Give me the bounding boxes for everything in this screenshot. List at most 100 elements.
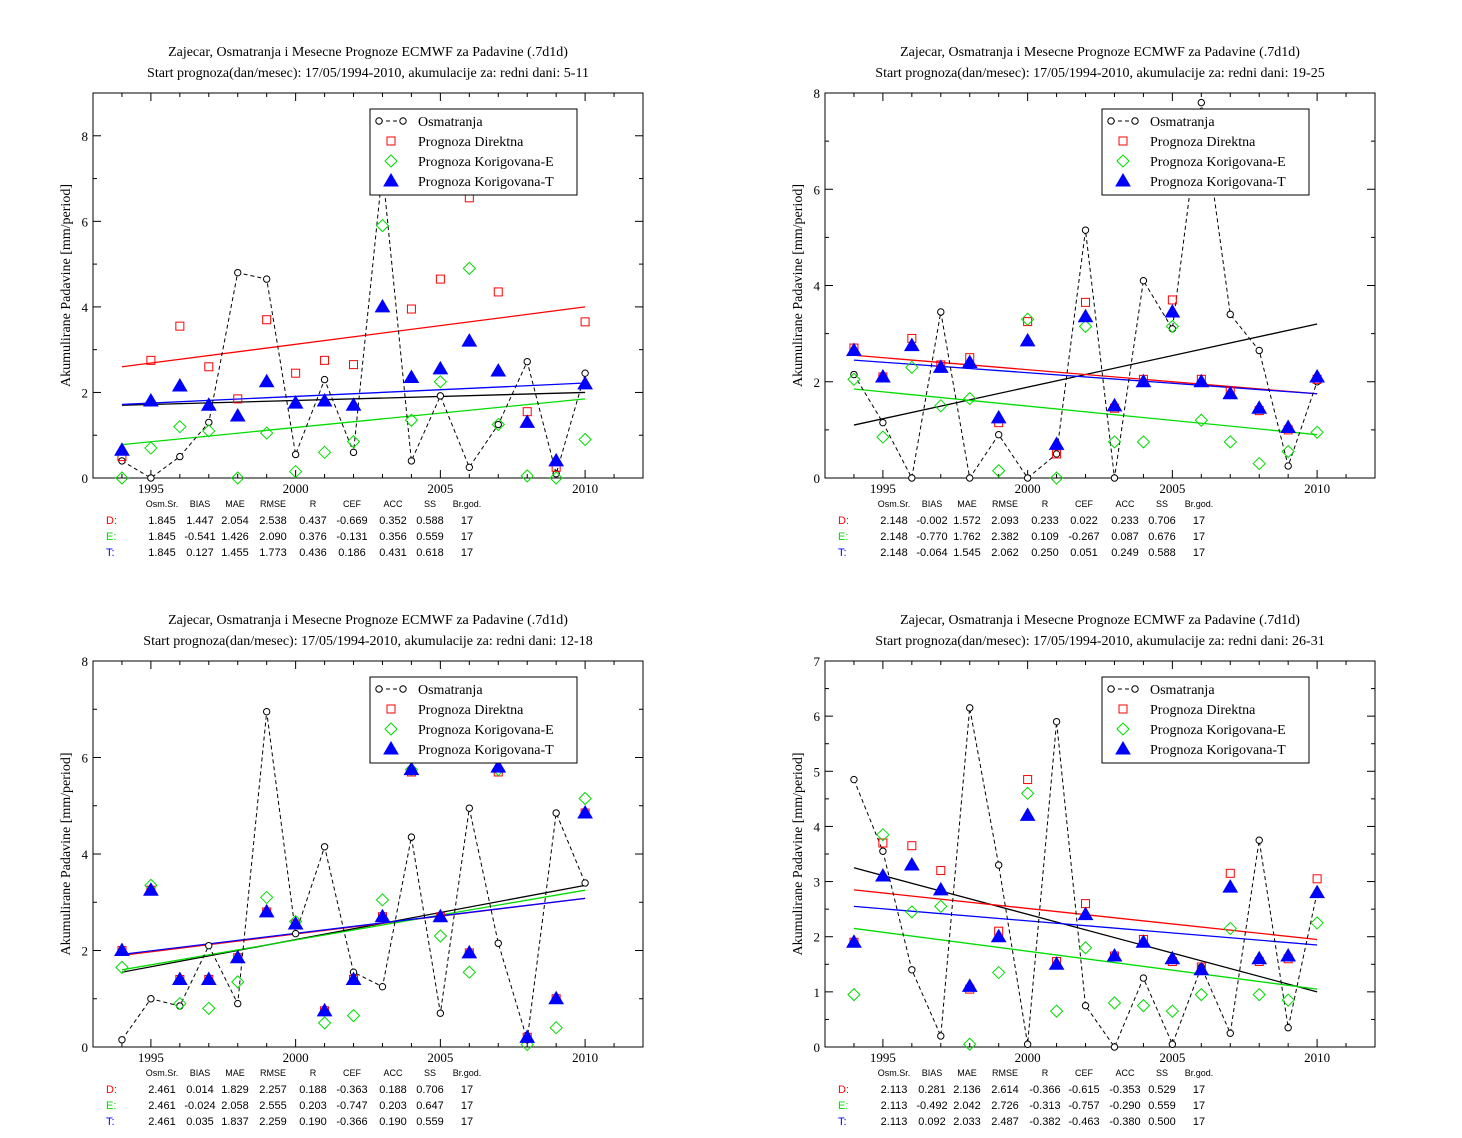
- stats-value: 0.500: [1148, 1116, 1176, 1128]
- data-point-direct: [1052, 449, 1062, 459]
- y-tick-label: 0: [814, 1040, 821, 1055]
- stats-header: Osm.Sr.: [878, 1068, 911, 1078]
- stats-row-label: E:: [106, 1100, 116, 1112]
- chart-panel-3: Zajecar, Osmatranja i Mesecne Prognoze E…: [59, 613, 644, 1128]
- stats-value: 0.186: [338, 547, 366, 559]
- stats-header: Br.god.: [1185, 1068, 1214, 1078]
- y-tick-label: 8: [814, 86, 821, 101]
- data-point-corr_e: [462, 261, 477, 276]
- stats-value: 0.559: [416, 1116, 444, 1128]
- stats-value: 0.647: [416, 1100, 444, 1112]
- data-point-obs: [407, 457, 416, 465]
- stats-header: RMSE: [992, 1068, 1018, 1078]
- series-corr_e: [115, 762, 592, 1052]
- y-tick-label: 8: [82, 129, 89, 144]
- x-tick-label: 2000: [1015, 481, 1041, 496]
- stats-value: 2.487: [991, 1116, 1019, 1128]
- data-point-obs: [1052, 450, 1061, 458]
- stats-value: -0.363: [336, 1084, 367, 1096]
- stats-value: 2.148: [880, 515, 908, 527]
- data-point-obs: [1197, 98, 1206, 107]
- chart-title: Zajecar, Osmatranja i Mesecne Prognoze E…: [168, 45, 568, 60]
- data-point-corr_t: [490, 759, 507, 773]
- data-point-corr_e: [549, 1020, 563, 1035]
- stats-value: 17: [1193, 531, 1205, 543]
- data-point-obs: [1081, 226, 1090, 234]
- stats-value: 2.136: [953, 1084, 981, 1096]
- data-point-obs: [1284, 1024, 1292, 1032]
- trend-line-direct: [853, 354, 1318, 395]
- stats-header: BIAS: [190, 499, 211, 509]
- legend-label-direct: Prognoza Direktna: [1150, 703, 1256, 718]
- data-point-obs: [1139, 276, 1148, 285]
- data-point-direct: [493, 287, 503, 297]
- data-point-corr_t: [287, 915, 304, 930]
- legend-label-corr_t: Prognoza Korigovana-T: [1150, 743, 1286, 758]
- data-point-corr_e: [433, 375, 448, 389]
- data-point-obs: [262, 707, 271, 716]
- data-point-corr_t: [345, 397, 362, 411]
- data-point-obs: [937, 1032, 945, 1040]
- legend-marker-osmatranja: [1107, 685, 1115, 693]
- data-point-corr_t: [461, 944, 478, 959]
- stats-value: -0.757: [1068, 1100, 1099, 1112]
- data-point-corr_e: [231, 975, 245, 989]
- stats-value: -0.669: [336, 515, 367, 527]
- data-point-corr_e: [317, 445, 332, 460]
- stats-header: ACC: [1115, 499, 1135, 509]
- stats-value: 17: [461, 1084, 473, 1096]
- stats-value: 0.618: [416, 547, 444, 559]
- stats-value: 0.203: [379, 1100, 407, 1112]
- legend-label-corr_t: Prognoza Korigovana-T: [418, 175, 554, 190]
- data-point-corr_t: [316, 1002, 333, 1017]
- data-point-corr_t: [114, 442, 130, 456]
- data-point-corr_e: [963, 391, 977, 406]
- data-point-corr_t: [932, 359, 949, 373]
- stats-value: -0.353: [1109, 1084, 1140, 1096]
- data-point-direct: [580, 317, 590, 327]
- series-corr_t: [846, 303, 1325, 450]
- data-point-corr_e: [202, 1001, 216, 1016]
- legend-marker-osmatranja: [1107, 117, 1115, 125]
- data-point-corr_e: [433, 929, 448, 943]
- series-obs: [118, 166, 589, 482]
- stats-value: 2.113: [881, 1100, 908, 1112]
- stats-value: 0.109: [1031, 531, 1059, 543]
- data-point-corr_t: [519, 414, 536, 428]
- chart-title: Zajecar, Osmatranja i Mesecne Prognoze E…: [900, 613, 1300, 628]
- stats-row-label: E:: [838, 1100, 848, 1112]
- stats-header: Osm.Sr.: [146, 499, 179, 509]
- data-point-direct: [878, 838, 888, 848]
- trend-line-corr_t: [121, 897, 586, 956]
- y-tick-label: 2: [82, 385, 89, 400]
- x-tick-label: 2005: [1159, 481, 1185, 496]
- legend-marker-direct: [1118, 136, 1128, 146]
- data-point-obs: [320, 375, 329, 384]
- stats-value: 2.461: [148, 1116, 176, 1128]
- series-obs: [118, 707, 589, 1044]
- legend: Osmatranja Prognoza Direktna Prognoza Kori…: [1101, 108, 1310, 196]
- data-point-corr_t: [1222, 879, 1239, 893]
- stats-header: CEF: [1075, 499, 1094, 509]
- stats-value: 1.455: [221, 547, 249, 559]
- data-point-obs: [205, 941, 213, 950]
- stats-value: -0.064: [916, 547, 947, 559]
- data-point-corr_t: [1048, 436, 1065, 450]
- legend-marker-osmatranja: [375, 117, 383, 125]
- data-point-corr_e: [317, 1016, 332, 1030]
- stats-value: 2.033: [953, 1116, 981, 1128]
- stats-header: CEF: [343, 1068, 362, 1078]
- stats-value: 0.087: [1111, 531, 1139, 543]
- data-point-corr_e: [1136, 998, 1151, 1013]
- data-point-corr_e: [404, 762, 419, 777]
- data-point-obs: [1081, 1001, 1090, 1010]
- legend-marker-corr_t: [1115, 173, 1131, 187]
- stats-value: 1.829: [221, 1084, 249, 1096]
- data-point-direct: [1081, 899, 1091, 909]
- data-point-corr_e: [1310, 916, 1324, 930]
- stats-value: 0.092: [918, 1116, 946, 1128]
- legend-label-obs: Osmatranja: [418, 115, 483, 130]
- data-point-obs: [879, 847, 887, 855]
- stats-value: 1.545: [953, 547, 981, 559]
- data-point-corr_e: [375, 893, 390, 907]
